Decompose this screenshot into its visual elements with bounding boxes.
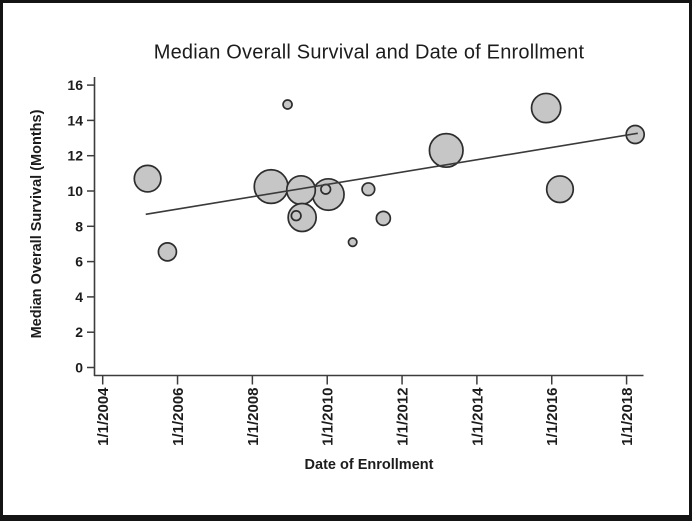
data-bubble: [347, 237, 358, 248]
x-tick-label: 1/1/2004: [95, 387, 112, 446]
x-tick-label: 1/1/2008: [245, 388, 262, 446]
data-bubble: [428, 132, 464, 169]
data-bubble: [375, 210, 392, 227]
data-bubble: [157, 242, 178, 262]
x-tick-label: 1/1/2018: [619, 388, 636, 446]
y-tick-label: 4: [75, 289, 83, 305]
trend-line: [145, 132, 638, 216]
y-tick-label: 12: [67, 148, 83, 164]
y-tick-label: 6: [75, 254, 83, 270]
chart-title: Median Overall Survival and Date of Enro…: [153, 41, 585, 64]
data-bubble: [282, 99, 293, 110]
data-bubble: [290, 210, 302, 222]
x-tick-label: 1/1/2006: [170, 388, 187, 446]
data-bubble: [545, 175, 575, 204]
y-tick-label: 0: [75, 360, 83, 376]
x-tick-label: 1/1/2014: [469, 387, 486, 446]
data-bubble: [361, 182, 376, 197]
x-tick-label: 1/1/2010: [320, 388, 337, 446]
x-axis-title: Date of Enrollment: [304, 457, 434, 473]
y-tick-label: 16: [67, 77, 83, 93]
y-tick-label: 10: [67, 183, 83, 199]
x-tick-label: 1/1/2012: [395, 388, 412, 446]
x-tick-label: 1/1/2016: [544, 388, 561, 446]
y-tick-label: 2: [75, 324, 83, 340]
data-bubble: [253, 168, 289, 205]
y-tick-label: 14: [67, 112, 83, 128]
y-tick-label: 8: [75, 218, 83, 234]
data-bubble: [530, 92, 562, 124]
data-bubble: [133, 164, 162, 193]
